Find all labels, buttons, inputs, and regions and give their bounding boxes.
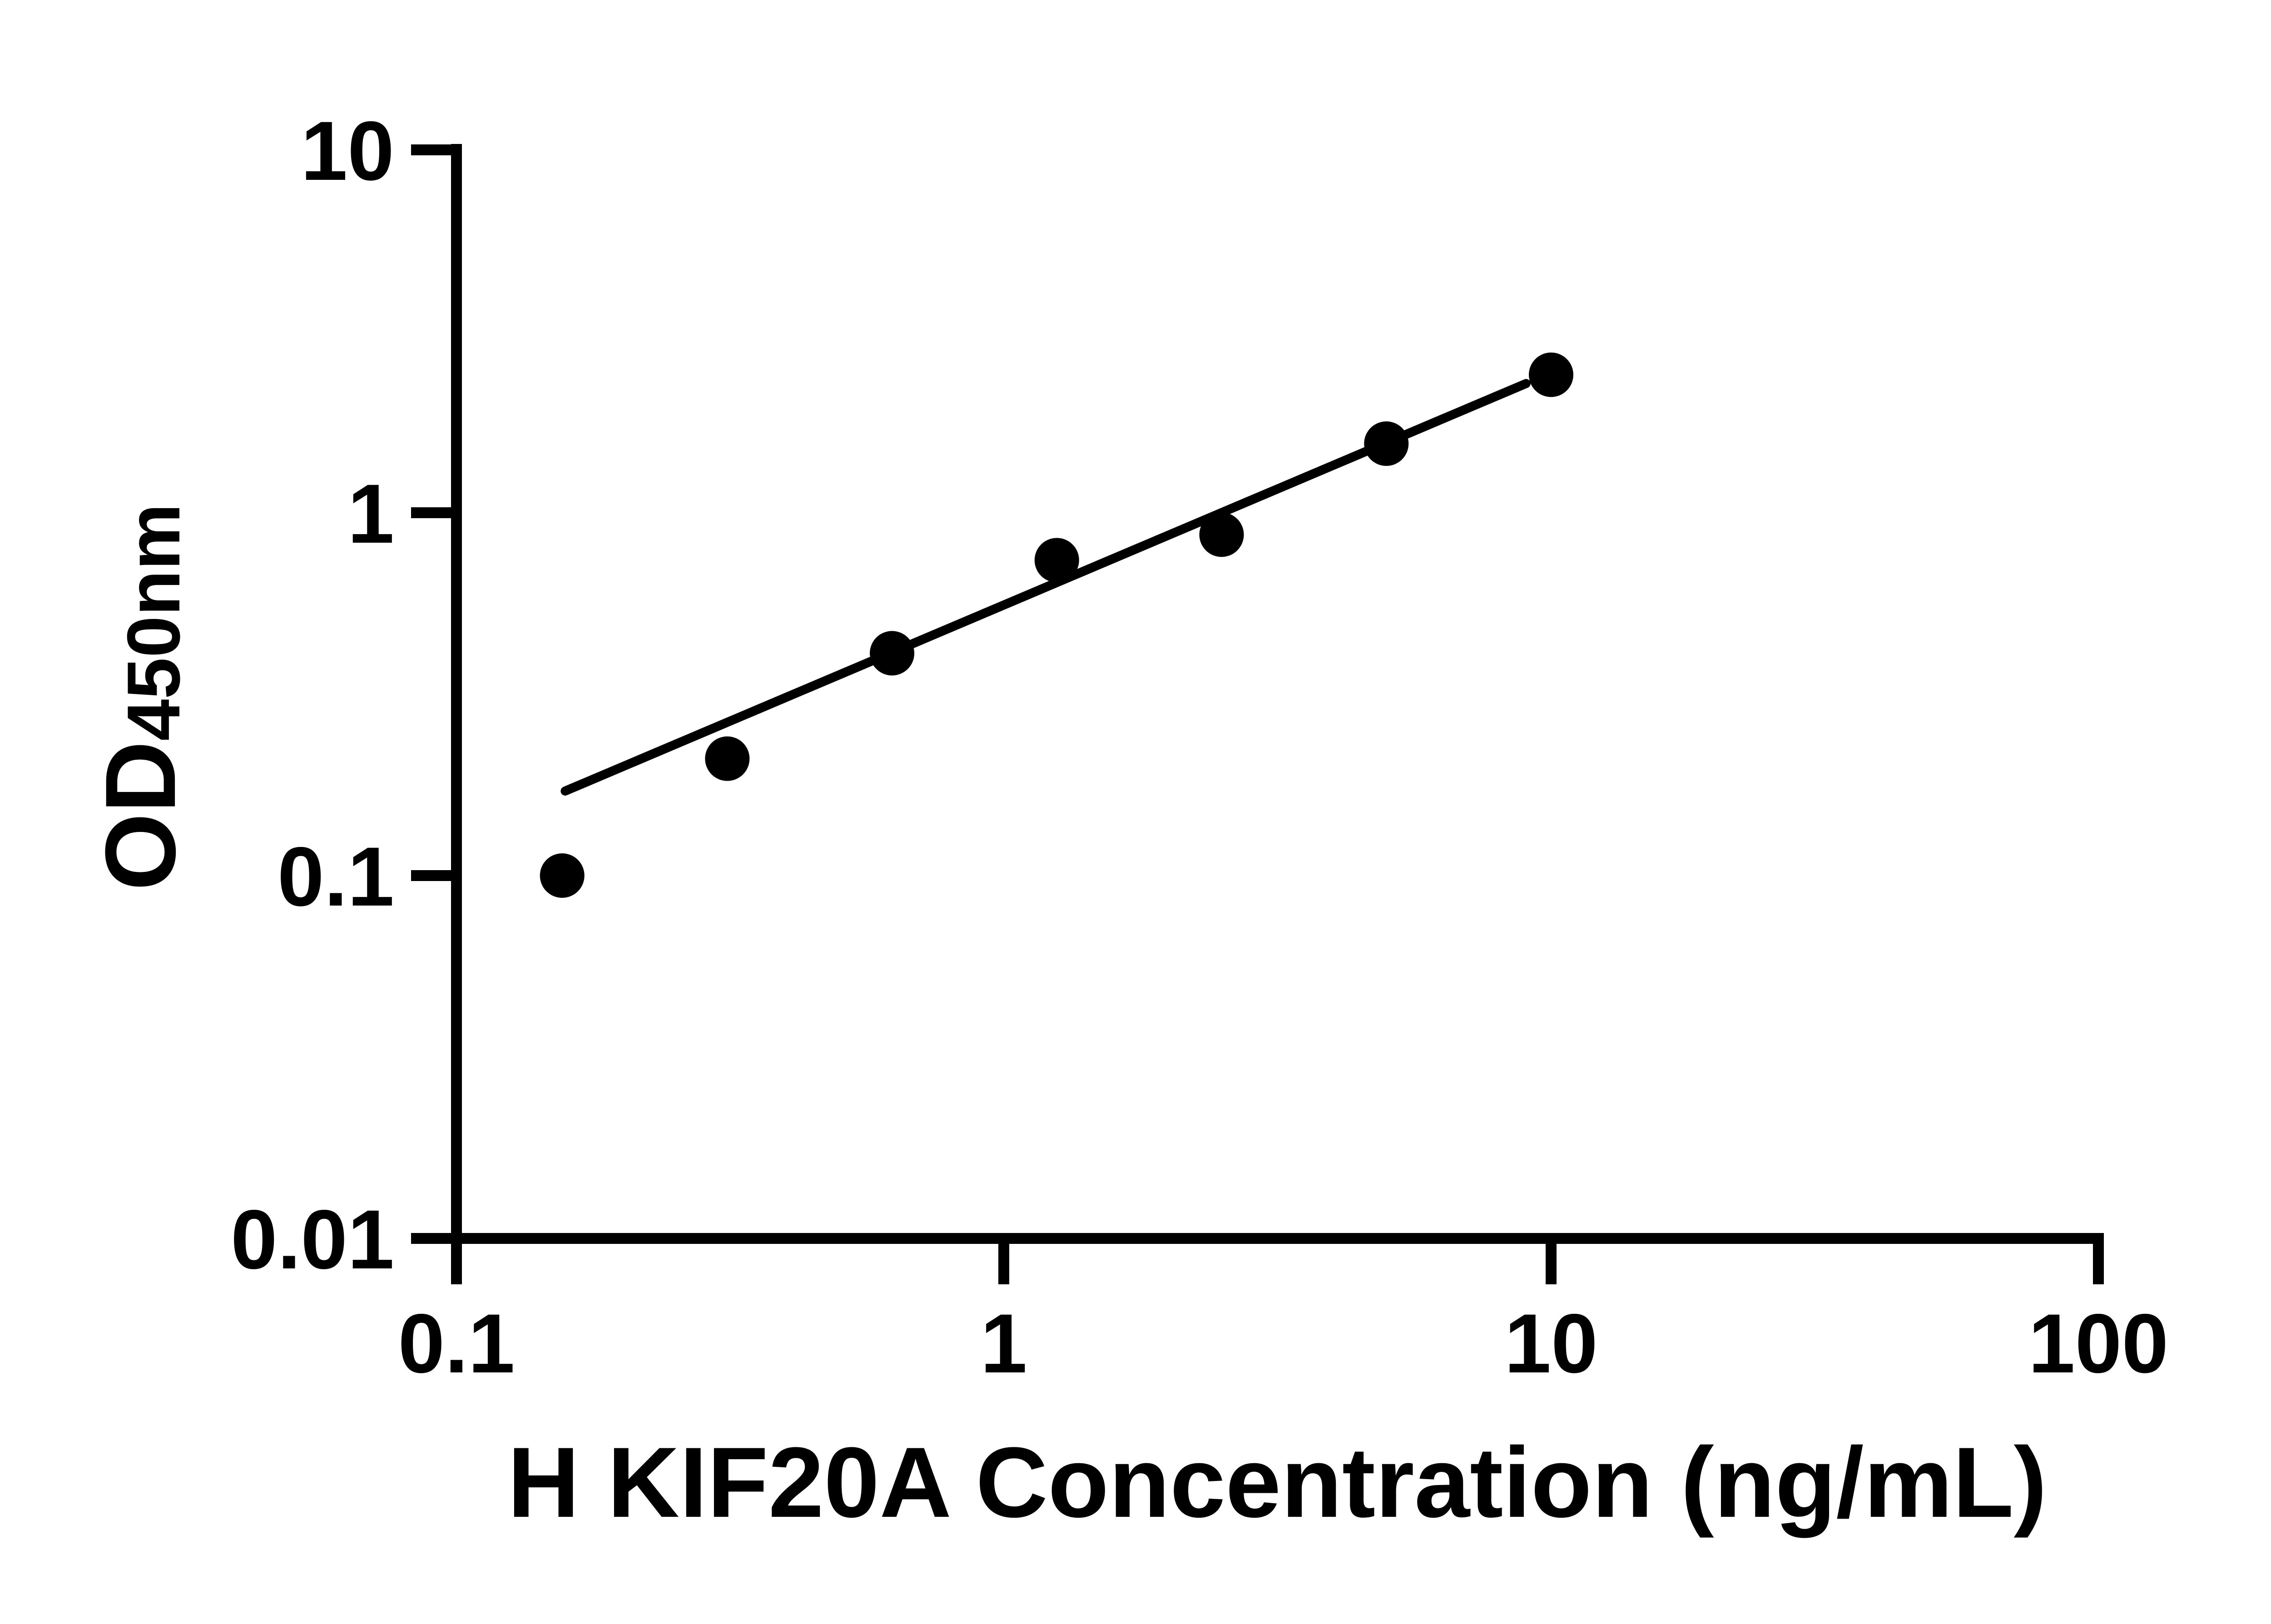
y-axis-title-subscript: 450nm [111,503,195,741]
data-point [705,736,750,781]
data-point [540,853,585,898]
data-point [1034,538,1079,583]
data-point [1364,421,1409,466]
data-point [1529,352,1573,397]
y-tick-label: 0.1 [278,830,394,924]
x-axis-title: H KIF20A Concentration (ng/mL) [507,1426,2047,1538]
y-axis-title-main: OD [84,741,197,891]
x-tick-label: 10 [1504,1297,1598,1391]
data-point [870,631,915,676]
x-tick-label: 0.1 [398,1297,515,1391]
y-tick-label: 0.01 [231,1193,394,1287]
x-tick-label: 1 [981,1297,1027,1391]
y-axis-title: OD450nm [84,504,196,891]
y-tick-label: 1 [347,467,394,561]
y-tick-label: 10 [301,104,394,198]
data-point [1199,512,1244,557]
x-tick-label: 100 [2028,1297,2169,1391]
